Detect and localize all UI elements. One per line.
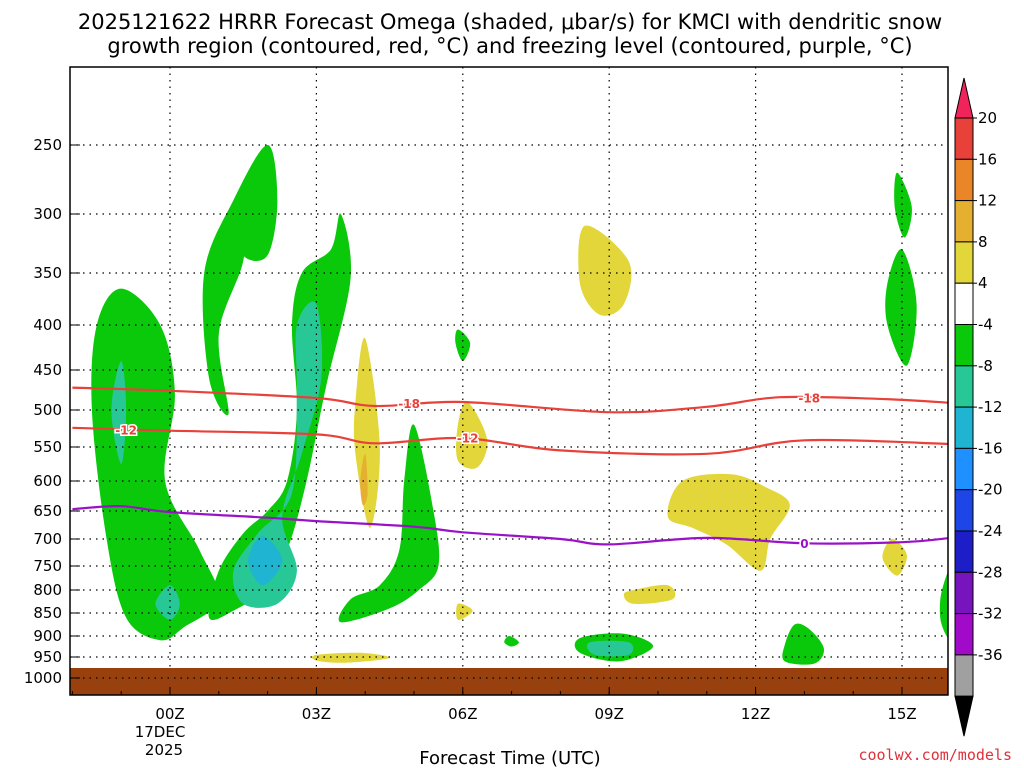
omega-region-16	[882, 538, 907, 576]
omega-region-1	[111, 361, 127, 464]
pressure-axis: 250 300 350 400 450 500 550 600 650 700 750 800 850 9…	[24, 136, 80, 687]
plot-frame	[69, 66, 949, 696]
omega-region-13	[623, 584, 676, 604]
y-tick-label-350: 350	[33, 264, 62, 282]
omega-region-3	[202, 145, 278, 416]
colorbar-label-11: -28	[978, 563, 1003, 581]
colorbar-top-arrow	[954, 77, 974, 119]
chart-title-line1: 2025121622 HRRR Forecast Omega (shaded, …	[78, 10, 942, 34]
contour-label-1: -18	[798, 392, 820, 406]
omega-region-0	[91, 288, 220, 641]
omega-region-11	[578, 225, 632, 316]
x-tick-label-15Z: 15Z	[887, 705, 916, 723]
contour-label-0: -18	[398, 397, 420, 411]
colorbar-bin-9	[954, 447, 974, 491]
omega-region-22	[894, 172, 912, 238]
omega-region-18	[504, 636, 519, 647]
omega-region-10	[456, 401, 488, 469]
x-axis-label: Forecast Time (UTC)	[419, 748, 600, 768]
y-tick-label-450: 450	[33, 361, 62, 379]
colorbar-label-4: 4	[978, 274, 988, 292]
y-tick-label-400: 400	[33, 316, 62, 334]
colorbar-bin-11	[954, 530, 974, 573]
y-tick-label-550: 550	[33, 438, 62, 456]
colorbar-bin-1	[954, 117, 974, 160]
x-tick-label-09Z: 09Z	[595, 705, 624, 723]
colorbar-label-7: -12	[978, 398, 1003, 416]
colorbar-label-8: -16	[978, 439, 1003, 457]
omega-region-8	[353, 337, 380, 528]
contour-label-2: -12	[115, 423, 137, 437]
x-date-day: 17DEC	[135, 723, 186, 741]
contour-labels: -18 -18 -12 -12 0	[114, 390, 822, 552]
x-tick-label-06Z: 06Z	[448, 705, 477, 723]
y-tick-label-850: 850	[33, 604, 62, 622]
chart-title-line2: growth region (contoured, red, °C) and f…	[107, 34, 912, 58]
contour-label-4: 0	[800, 537, 808, 551]
colorbar-bin-13	[954, 613, 974, 656]
colorbar-bin-2	[954, 158, 974, 202]
colorbar-bin-7	[954, 365, 974, 408]
colorbar-bin-10	[954, 489, 974, 532]
x-tick-label-12Z: 12Z	[741, 705, 770, 723]
omega-colorbar: 20 16 12 8 4 -4 -8 -12 -16 -20 -24 -28 -32 -36	[954, 77, 1003, 737]
colorbar-label-12: -32	[978, 605, 1003, 623]
omega-region-23	[885, 249, 917, 366]
plot-area	[70, 145, 948, 695]
omega-region-7	[338, 424, 440, 623]
colorbar-label-13: -36	[978, 646, 1003, 664]
y-tick-label-650: 650	[33, 502, 62, 520]
contour-line-0	[72, 386, 948, 414]
time-axis: 00Z 03Z 06Z 09Z 12Z 15Z	[71, 687, 917, 723]
colorbar-label-3: 8	[978, 233, 988, 251]
colorbar-label-5: -4	[978, 316, 993, 334]
y-tick-label-950: 950	[33, 648, 62, 666]
colorbar-label-2: 12	[978, 192, 997, 210]
omega-region-2	[155, 585, 180, 620]
y-tick-label-500: 500	[33, 401, 62, 419]
y-tick-label-750: 750	[33, 557, 62, 575]
x-tick-label-00Z: 00Z	[155, 705, 184, 723]
colorbar-bin-6	[954, 324, 974, 367]
colorbar-bin-4	[954, 241, 974, 284]
y-tick-label-1000: 1000	[24, 669, 62, 687]
colorbar-label-6: -8	[978, 357, 993, 375]
contour-line-2	[72, 505, 948, 546]
colorbar-bin-12	[954, 571, 974, 615]
colorbar-label-9: -20	[978, 481, 1003, 499]
x-tick-label-03Z: 03Z	[302, 705, 331, 723]
y-tick-label-900: 900	[33, 627, 62, 645]
omega-region-20	[586, 640, 634, 657]
colorbar-label-1: 16	[978, 150, 997, 168]
colorbar-label-10: -24	[978, 522, 1003, 540]
dotted-gridlines	[70, 67, 948, 679]
omega-region-14	[311, 652, 390, 663]
contour-line-1	[72, 426, 948, 456]
colorbar-label-0: 20	[978, 109, 997, 127]
credit-text: coolwx.com/models	[858, 746, 1012, 764]
y-tick-label-700: 700	[33, 530, 62, 548]
omega-region-9	[360, 453, 368, 506]
ground-surface	[70, 668, 948, 695]
omega-region-21	[782, 623, 825, 665]
colorbar-bottom-arrow	[954, 695, 974, 737]
colorbar-bin-3	[954, 200, 974, 243]
omega-region-12	[667, 473, 790, 571]
temperature-contours	[72, 386, 948, 546]
y-tick-label-300: 300	[33, 205, 62, 223]
omega-region-6	[248, 536, 283, 586]
omega-region-24	[939, 571, 948, 638]
contour-label-3: -12	[457, 432, 479, 446]
x-date-year: 2025	[145, 741, 183, 759]
y-tick-label-600: 600	[33, 472, 62, 490]
colorbar-bin-8	[954, 406, 974, 449]
y-tick-label-800: 800	[33, 581, 62, 599]
omega-region-17	[455, 329, 471, 361]
omega-region-15	[456, 603, 473, 621]
omega-region-5	[232, 301, 323, 608]
colorbar-bin-5	[954, 282, 974, 326]
y-tick-label-250: 250	[33, 136, 62, 154]
colorbar-bin-14	[954, 654, 974, 697]
